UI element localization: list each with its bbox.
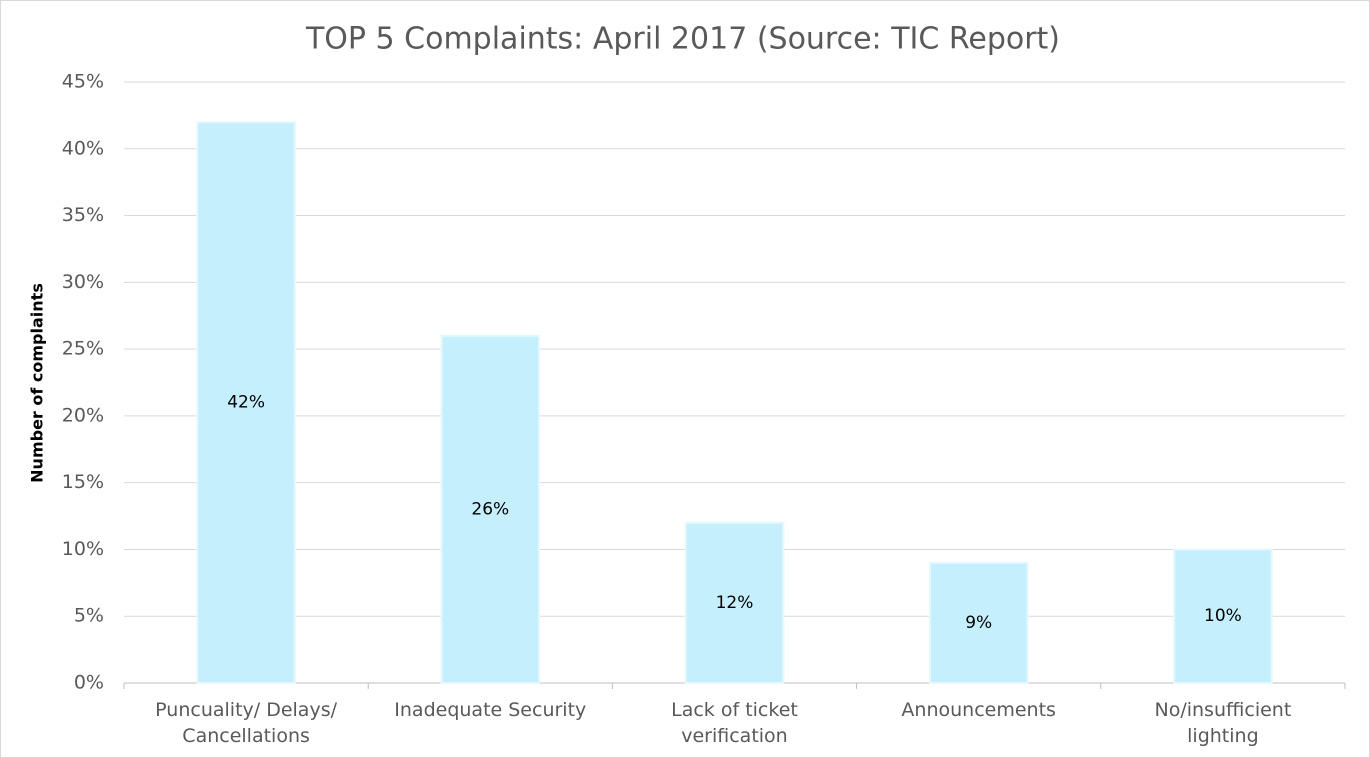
bar [196,121,296,685]
bar [1173,548,1273,685]
y-tick-label: 45% [62,71,104,93]
y-tick-label: 5% [74,605,104,627]
y-tick-label: 40% [62,137,104,159]
x-tick-label: No/insufficient lighting [1154,699,1292,747]
data-label: 10% [1204,606,1242,626]
chart-title: TOP 5 Complaints: April 2017 (Source: TI… [305,22,1060,57]
bar [440,334,541,684]
x-tick-label: Lack of ticket verification [671,699,798,747]
data-label: 12% [716,593,754,613]
y-tick-label: 30% [62,271,104,293]
bar [684,521,785,684]
y-tick-label: 35% [62,204,104,226]
x-tick-label: Inadequate Security [394,699,587,721]
data-label: 42% [227,393,265,413]
y-tick-label: 25% [62,338,104,360]
y-tick-label: 10% [62,538,104,560]
data-label: 9% [965,613,992,633]
data-label: 26% [471,499,509,519]
y-tick-label: 15% [62,471,104,493]
y-tick-label: 20% [62,404,104,426]
x-tick-label: Announcements [901,699,1056,721]
x-tick-label: Puncuality/ Delays/ Cancellations [155,699,337,747]
y-axis-label: Number of complaints [28,283,47,483]
y-tick-label: 0% [74,672,104,694]
bar [928,561,1029,684]
